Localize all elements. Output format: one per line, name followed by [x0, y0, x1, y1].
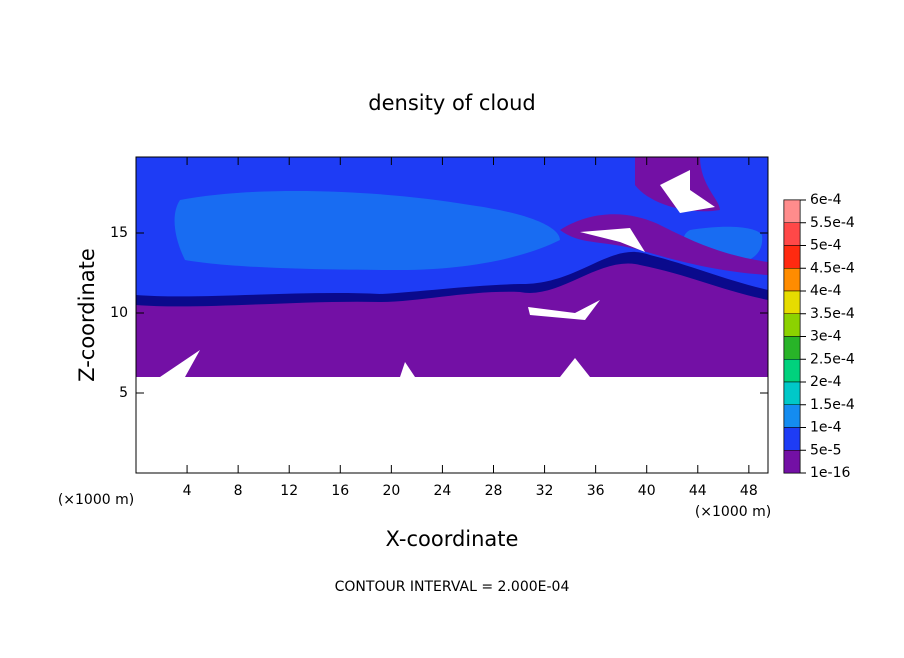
x-tick-label: 36 — [587, 483, 605, 499]
x-tick-label: 8 — [234, 483, 243, 499]
colorbar-box — [783, 290, 801, 314]
x-tick-label: 40 — [638, 483, 656, 499]
colorbar-box — [783, 450, 801, 474]
colorbar-label: 5e-4 — [810, 238, 842, 254]
colorbar-box — [783, 313, 801, 337]
colorbar-label: 5e-5 — [810, 442, 841, 458]
colorbar-box — [783, 404, 801, 428]
colorbar-box — [783, 381, 801, 405]
colorbar-label: 1e-16 — [810, 465, 850, 481]
y-tick-label: 15 — [110, 225, 128, 241]
x-unit-label: (×1000 m) — [695, 504, 771, 520]
colorbar-box — [783, 268, 801, 292]
colorbar-label: 5.5e-4 — [810, 215, 855, 231]
x-tick-label: 48 — [740, 483, 758, 499]
colorbar-label: 3.5e-4 — [810, 306, 855, 322]
colorbar-label: 1e-4 — [810, 420, 842, 436]
colorbar-box — [783, 245, 801, 269]
colorbar-label: 4e-4 — [810, 283, 842, 299]
colorbar-box — [783, 359, 801, 383]
x-tick-label: 20 — [382, 483, 400, 499]
x-tick-label: 24 — [434, 483, 452, 499]
x-axis-label: X-coordinate — [386, 527, 519, 551]
colorbar-label: 1.5e-4 — [810, 397, 855, 413]
colorbar-box — [783, 222, 801, 246]
footer: CONTOUR INTERVAL = 2.000E-04 — [335, 579, 570, 595]
contour-field — [136, 157, 768, 473]
x-tick-label: 44 — [689, 483, 707, 499]
y-axis-label: Z-coordinate — [75, 248, 99, 382]
plot-frame — [135, 156, 769, 474]
contour-fill — [174, 190, 561, 270]
colorbar-label: 6e-4 — [810, 192, 842, 208]
colorbar-label: 3e-4 — [810, 329, 842, 345]
colorbar-label: 2.5e-4 — [810, 351, 855, 367]
x-tick-label: 12 — [280, 483, 298, 499]
colorbar-box — [783, 336, 801, 360]
colorbar-label: 4.5e-4 — [810, 260, 855, 276]
y-unit-label: (×1000 m) — [58, 492, 134, 508]
x-tick-label: 4 — [183, 483, 192, 499]
x-tick-label: 28 — [485, 483, 503, 499]
y-tick-label: 5 — [119, 385, 128, 401]
x-tick-label: 32 — [536, 483, 554, 499]
chart-title: density of cloud — [368, 91, 535, 115]
colorbar-box — [783, 199, 801, 223]
colorbar-box — [783, 427, 801, 451]
x-tick-label: 16 — [331, 483, 349, 499]
no-data — [136, 350, 768, 473]
y-tick-label: 10 — [110, 305, 128, 321]
colorbar-label: 2e-4 — [810, 374, 842, 390]
